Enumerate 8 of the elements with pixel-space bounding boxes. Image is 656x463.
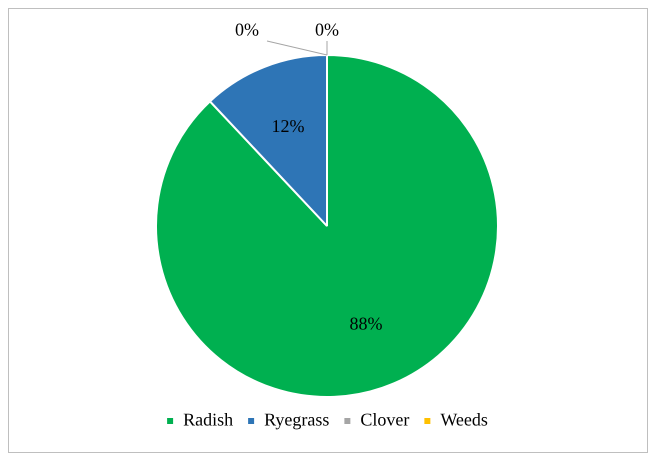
legend-label: Weeds <box>440 410 488 430</box>
legend-label: Ryegrass <box>264 410 330 430</box>
text: 0% <box>315 20 339 40</box>
legend-label: Clover <box>360 410 410 430</box>
data-label: 12% <box>271 116 304 136</box>
text: 0% <box>235 20 259 40</box>
legend-label: Radish <box>183 410 234 430</box>
data-label: 88% <box>350 313 383 334</box>
